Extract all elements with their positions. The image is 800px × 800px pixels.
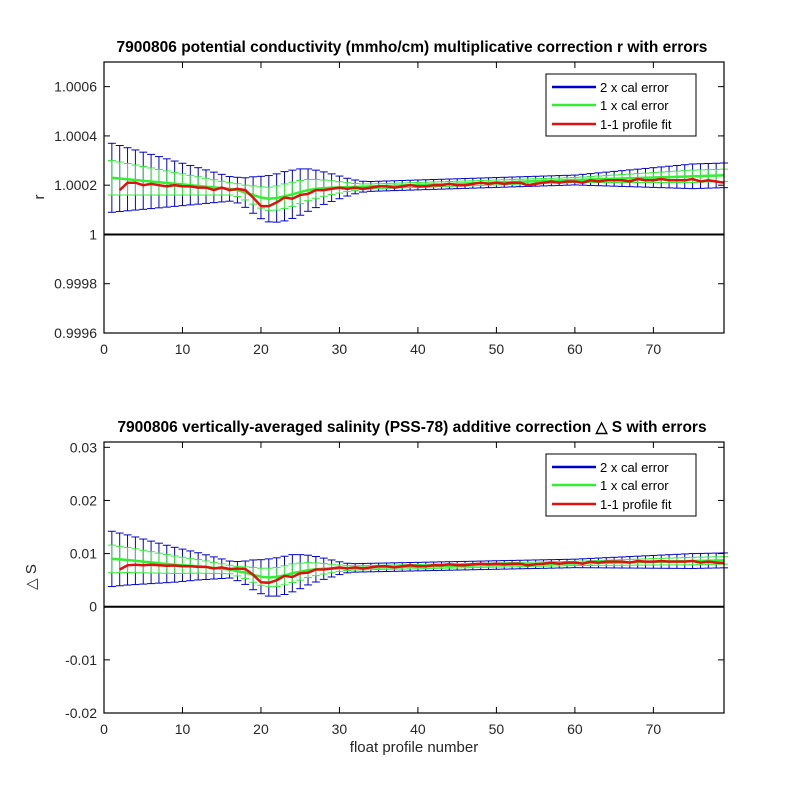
legend-label-fit: 1-1 profile fit xyxy=(600,117,672,132)
y-axis-label: r xyxy=(31,195,48,200)
x-tick-label: 10 xyxy=(175,721,191,737)
x-tick-label: 70 xyxy=(646,341,662,357)
legend-label-2x: 2 x cal error xyxy=(600,80,669,95)
legend: 2 x cal error 1 x cal error 1-1 profile … xyxy=(545,73,697,137)
y-tick-label: 0.02 xyxy=(70,492,97,508)
x-tick-label: 70 xyxy=(646,721,662,737)
one-x-error-center-line xyxy=(111,174,725,200)
y-tick-label: 1.0006 xyxy=(54,79,97,95)
legend-label-fit: 1-1 profile fit xyxy=(600,497,672,512)
y-tick-label: 1.0002 xyxy=(54,177,97,193)
panel-title: 7900806 potential conductivity (mmho/cm)… xyxy=(117,39,708,56)
y-tick-label: -0.01 xyxy=(65,652,97,668)
y-tick-label: 1 xyxy=(89,226,97,242)
conductivity-correction-panel: 7900806 potential conductivity (mmho/cm)… xyxy=(31,39,728,357)
y-tick-label: 0.01 xyxy=(70,546,97,562)
x-tick-label: 60 xyxy=(567,721,583,737)
y-tick-label: 0.9998 xyxy=(54,276,97,292)
y-tick-labels: -0.02 -0.01 0 0.01 0.02 0.03 xyxy=(65,439,97,721)
x-tick-label: 50 xyxy=(489,341,505,357)
y-tick-label: -0.02 xyxy=(65,705,97,721)
x-tick-label: 50 xyxy=(489,721,505,737)
x-axis-label: float profile number xyxy=(350,739,478,756)
x-tick-label: 0 xyxy=(100,721,108,737)
x-tick-label: 20 xyxy=(253,341,269,357)
x-tick-labels: 0 10 20 30 40 50 60 70 xyxy=(100,721,661,737)
x-tick-labels: 0 10 20 30 40 50 60 70 xyxy=(100,341,661,357)
plot-frame xyxy=(103,441,725,714)
y-tick-label: 0.9996 xyxy=(54,325,97,341)
y-axis-label: △ S xyxy=(23,564,40,590)
plot-frame xyxy=(103,61,725,334)
panel-title: 7900806 vertically-averaged salinity (PS… xyxy=(117,419,706,436)
x-tick-label: 0 xyxy=(100,341,108,357)
y-tick-label: 0.03 xyxy=(70,439,97,455)
x-tick-label: 30 xyxy=(332,721,348,737)
profile-fit-line xyxy=(118,177,725,208)
y-tick-label: 1.0004 xyxy=(54,128,97,144)
profile-fit-line xyxy=(119,559,725,585)
y-tick-label: 0 xyxy=(89,599,97,615)
x-tick-label: 30 xyxy=(332,341,348,357)
x-tick-label: 60 xyxy=(567,341,583,357)
x-tick-label: 10 xyxy=(175,341,191,357)
legend-label-2x: 2 x cal error xyxy=(600,460,669,475)
x-tick-label: 20 xyxy=(253,721,269,737)
legend-label-1x: 1 x cal error xyxy=(600,98,669,113)
legend-label-1x: 1 x cal error xyxy=(600,478,669,493)
legend: 2 x cal error 1 x cal error 1-1 profile … xyxy=(545,453,697,517)
salinity-correction-panel: 7900806 vertically-averaged salinity (PS… xyxy=(23,419,728,756)
x-tick-label: 40 xyxy=(410,721,426,737)
y-tick-labels: 0.9996 0.9998 1 1.0002 1.0004 1.0006 xyxy=(54,79,97,341)
x-tick-label: 40 xyxy=(410,341,426,357)
